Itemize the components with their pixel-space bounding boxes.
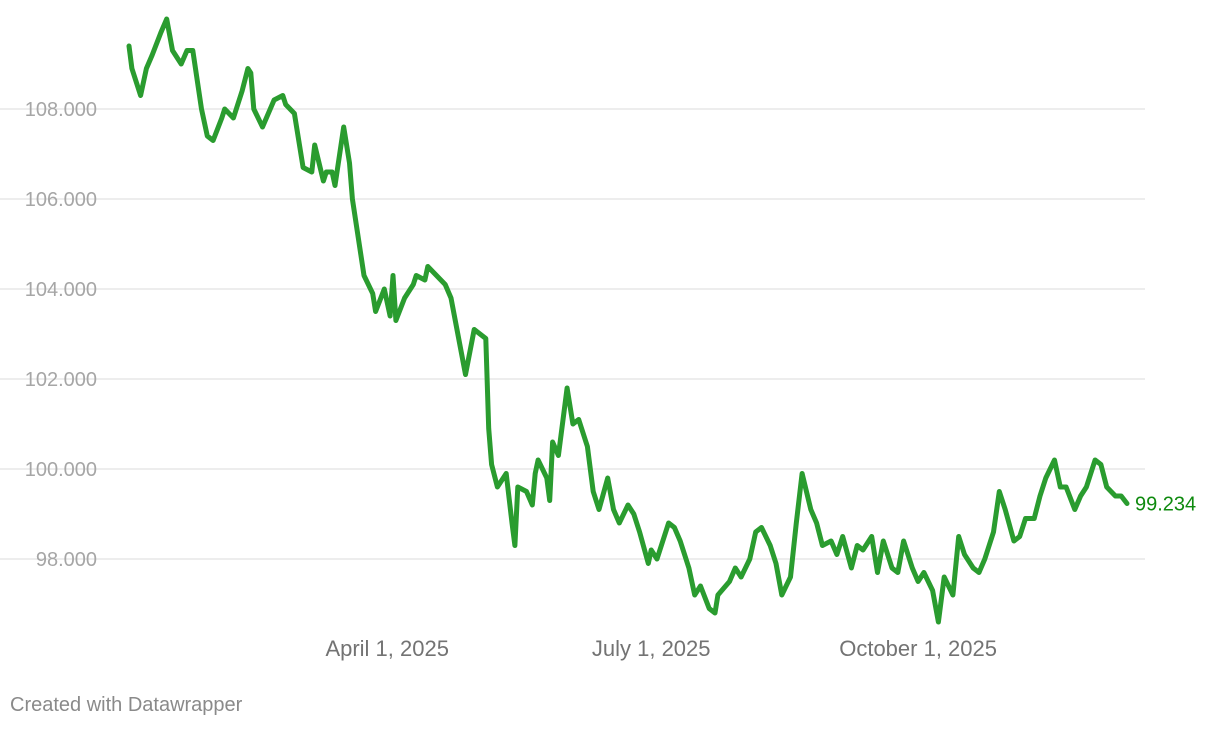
y-axis-tick-labels: 98.000 100.000 102.000 104.000 106.000 108.00… — [25, 99, 97, 571]
x-tick-label: April 1, 2025 — [325, 636, 449, 661]
series-layer — [126, 16, 1130, 625]
y-tick-label: 102.000 — [25, 369, 97, 391]
y-tick-label: 100.000 — [25, 459, 97, 481]
x-axis-tick-labels: April 1, 2025 July 1, 2025 October 1, 2025 — [325, 636, 997, 661]
y-tick-label: 106.000 — [25, 189, 97, 211]
series-line — [126, 16, 1130, 625]
gridlines — [0, 108, 1145, 560]
x-tick-label: October 1, 2025 — [839, 636, 997, 661]
x-tick-label: July 1, 2025 — [592, 636, 711, 661]
footer-credit: Created with Datawrapper — [10, 694, 243, 716]
end-label-layer: 99.234 — [1135, 493, 1196, 515]
y-tick-label: 108.000 — [25, 99, 97, 121]
y-tick-label: 104.000 — [25, 279, 97, 301]
y-tick-label: 98.000 — [36, 549, 97, 571]
end-value-label: 99.234 — [1135, 493, 1196, 515]
